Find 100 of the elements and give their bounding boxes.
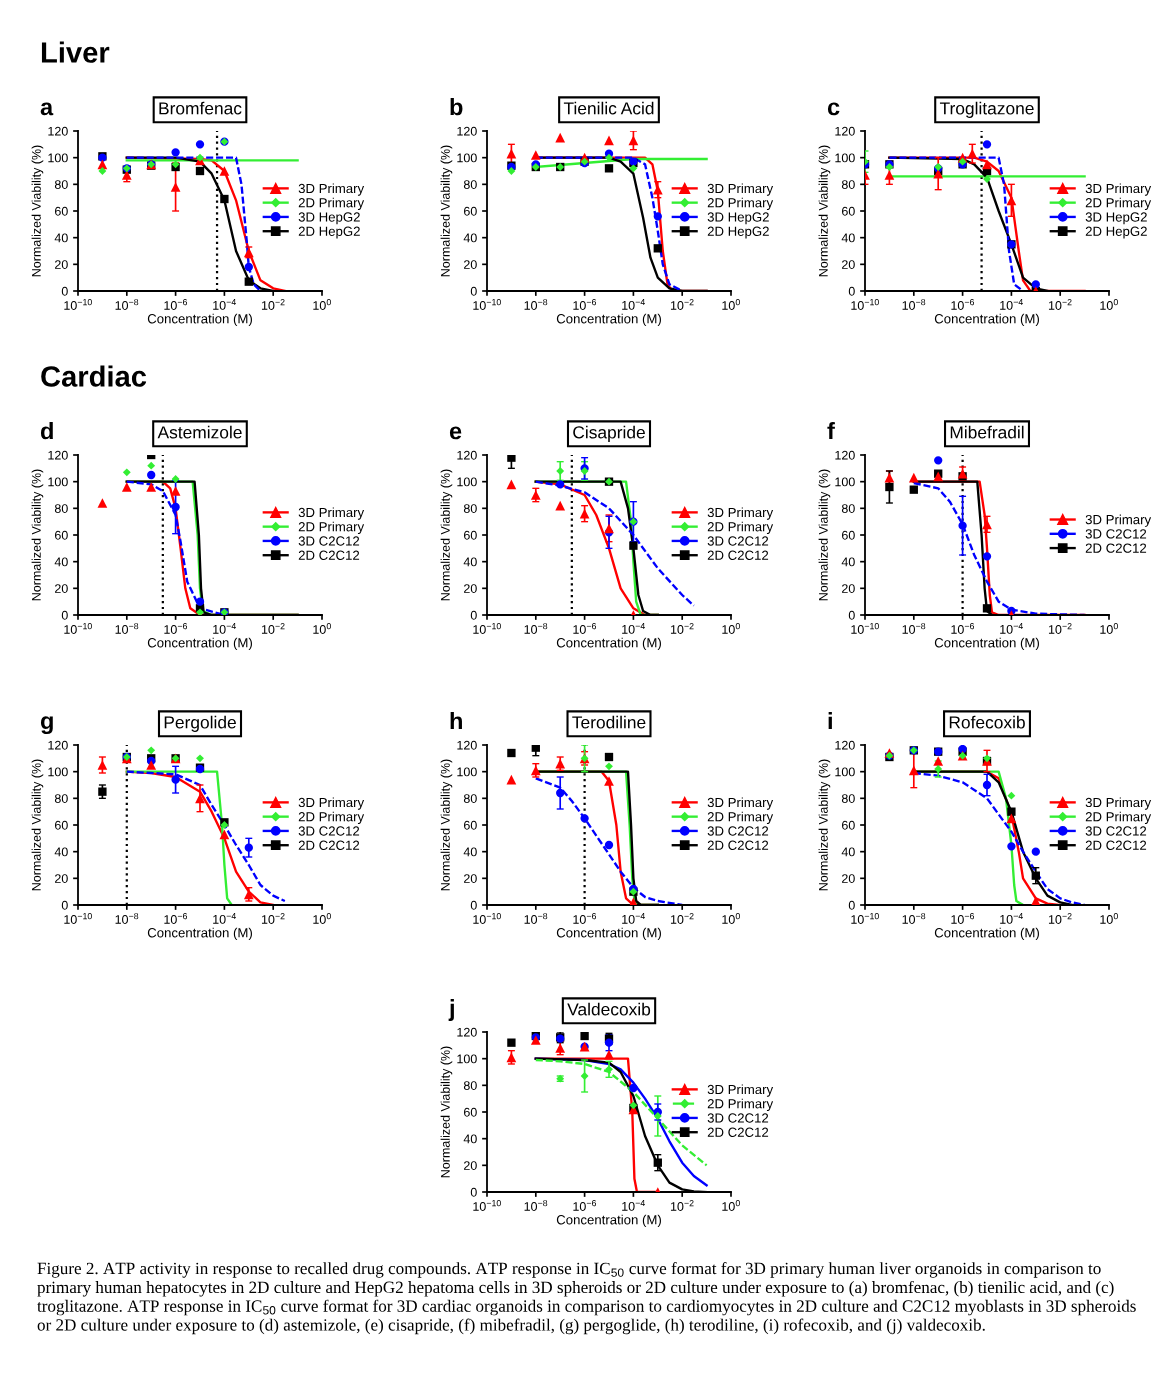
y-tick-label: 60 [464, 820, 477, 830]
y-tick-label: 100 [457, 153, 477, 163]
y-tick-label: 120 [48, 126, 68, 136]
y-axis-title: Normalized Viability (%) [31, 469, 44, 601]
x-tick-label: 10$^{−6}$ [164, 299, 188, 310]
legend-label: 2D HepG2 [707, 226, 769, 239]
y-tick-label: 100 [835, 767, 855, 777]
legend-label: 3D Primary [298, 797, 365, 810]
legend-label: 3D HepG2 [298, 212, 360, 225]
y-axis-title: Normalized Viability (%) [31, 759, 44, 891]
chart-title: Cisapride [573, 425, 645, 442]
y-tick-label: 40 [841, 233, 855, 243]
x-tick-label: 10$^{0}$ [722, 299, 740, 310]
x-tick-label: 10$^{−2}$ [670, 299, 694, 310]
chart-title: Bromfenac [159, 101, 242, 115]
x-tick-label: 10$^{−6}$ [164, 623, 188, 634]
x-tick-label: 10$^{0}$ [313, 623, 331, 634]
legend-label: 3D HepG2 [1085, 212, 1147, 225]
x-tick-label: 10$^{−4}$ [622, 299, 645, 310]
y-tick-label: 120 [48, 740, 68, 750]
legend-label: 3D C2C12 [1085, 529, 1147, 539]
x-tick-label: 10$^{−10}$ [64, 623, 92, 634]
legend-label: 3D Primary [707, 507, 774, 520]
x-tick-label: 10$^{0}$ [313, 299, 331, 310]
x-tick-label: 10$^{−10}$ [473, 299, 501, 310]
x-axis-title: Concentration (M) [556, 1214, 661, 1228]
legend-label: 3D Primary [298, 183, 365, 196]
x-tick-label: 10$^{−4}$ [622, 1200, 645, 1211]
x-tick-label: 10$^{−2}$ [670, 1200, 694, 1211]
x-tick-label: 10$^{−8}$ [115, 623, 139, 634]
text: a [40, 102, 54, 116]
x-tick-label: 10$^{−8}$ [524, 1200, 548, 1211]
legend-label: 2D Primary [1085, 811, 1152, 825]
y-tick-label: 20 [464, 1161, 477, 1170]
y-tick-label: 60 [842, 530, 855, 540]
x-tick-label: 10$^{−6}$ [951, 623, 975, 634]
legend-label: 2D Primary [707, 1098, 774, 1112]
x-tick-label: 10$^{−2}$ [1048, 299, 1072, 310]
x-tick-label: 10$^{−4}$ [622, 623, 645, 634]
x-axis-title: Concentration (M) [934, 637, 1039, 651]
x-tick-label: 10$^{−8}$ [115, 299, 139, 310]
legend-label: 2D C2C12 [707, 840, 769, 850]
x-tick-label: 10$^{−2}$ [670, 913, 694, 924]
y-tick-label: 20 [464, 260, 477, 269]
y-tick-label: 80 [54, 180, 68, 189]
legend-label: 2D Primary [298, 197, 365, 211]
y-tick-label: 40 [463, 847, 477, 857]
chart-title: Valdecoxib [567, 1002, 651, 1016]
y-tick-label: 40 [54, 557, 68, 567]
x-axis-title: Concentration (M) [934, 927, 1039, 941]
x-tick-label: 10$^{−4}$ [213, 623, 236, 634]
y-tick-label: 0 [848, 610, 855, 620]
y-tick-label: 20 [464, 874, 477, 883]
caption: Figure 2. ATP activity in response to recalled drug compounds. ATP response in IC$_{50}$ curve format for 3D primary human liver organoids in comparison to primary human hepatocytes in 2D culture and HepG2 hepatoma cells in 3D spheroids or 2D culture under exposure to (a) bromfenac, (b) tienilic acid, and (c) troglitazone. ATP response in IC$_{50}$ curve format for 3D cardiac organoids in comparison to cardiomyocytes in 2D culture and C2C12 myoblasts in 3D spheroids or 2D culture under exposure to (d) astemizole, (e) cisapride, (f) mibefradil, (g) pergoglide, (h) terodiline, (i) rofecoxib, and (j) valdecoxib. [37, 1262, 1136, 1335]
y-tick-label: 0 [61, 286, 68, 296]
y-tick-label: 80 [841, 180, 855, 189]
y-tick-label: 40 [54, 847, 68, 857]
x-axis-title: Concentration (M) [147, 637, 252, 651]
x-axis-title: Concentration (M) [556, 313, 661, 327]
x-tick-label: 10$^{−6}$ [951, 913, 975, 924]
legend-label: 2D C2C12 [1085, 543, 1147, 553]
y-tick-label: 40 [463, 557, 477, 567]
y-tick-label: 0 [470, 1187, 477, 1197]
x-tick-label: 10$^{0}$ [722, 623, 740, 634]
x-tick-label: 10$^{−8}$ [524, 913, 548, 924]
legend-label: 2D Primary [298, 811, 365, 825]
x-tick-label: 10$^{−10}$ [851, 913, 879, 924]
legend-label: 3D Primary [707, 1084, 774, 1097]
y-tick-label: 100 [457, 477, 477, 487]
x-tick-label: 10$^{−2}$ [670, 623, 694, 634]
x-tick-label: 10$^{−6}$ [573, 1200, 597, 1211]
y-tick-label: 40 [54, 233, 68, 243]
y-tick-label: 40 [841, 847, 855, 857]
y-tick-label: 40 [463, 1134, 477, 1144]
x-tick-label: 10$^{−10}$ [851, 623, 879, 634]
x-tick-label: 10$^{−8}$ [902, 299, 926, 310]
y-tick-label: 0 [848, 900, 855, 910]
x-tick-label: 10$^{−6}$ [573, 623, 597, 634]
x-axis-title: Concentration (M) [147, 927, 252, 941]
y-tick-label: 120 [835, 450, 855, 460]
y-tick-label: 60 [842, 206, 855, 216]
y-axis-title: Normalized Viability (%) [818, 759, 831, 891]
x-tick-label: 10$^{−6}$ [573, 299, 597, 310]
legend-label: 2D C2C12 [707, 550, 769, 560]
y-tick-label: 120 [835, 740, 855, 750]
text: f [827, 421, 835, 440]
y-tick-label: 100 [457, 767, 477, 777]
y-tick-label: 120 [457, 740, 477, 750]
legend-label: 3D C2C12 [298, 536, 360, 546]
y-tick-label: 20 [842, 260, 855, 269]
y-tick-label: 20 [55, 874, 68, 883]
legend-label: 3D Primary [298, 507, 365, 520]
chart-title: Pergolide [164, 715, 236, 732]
text: d [40, 421, 53, 440]
x-axis-title: Concentration (M) [934, 313, 1039, 327]
x-tick-label: 10$^{−4}$ [1000, 913, 1023, 924]
legend-label: 2D Primary [1085, 197, 1152, 211]
x-tick-label: 10$^{−6}$ [951, 299, 975, 310]
legend-label: 2D Primary [707, 197, 774, 211]
x-tick-label: 10$^{0}$ [722, 913, 740, 924]
